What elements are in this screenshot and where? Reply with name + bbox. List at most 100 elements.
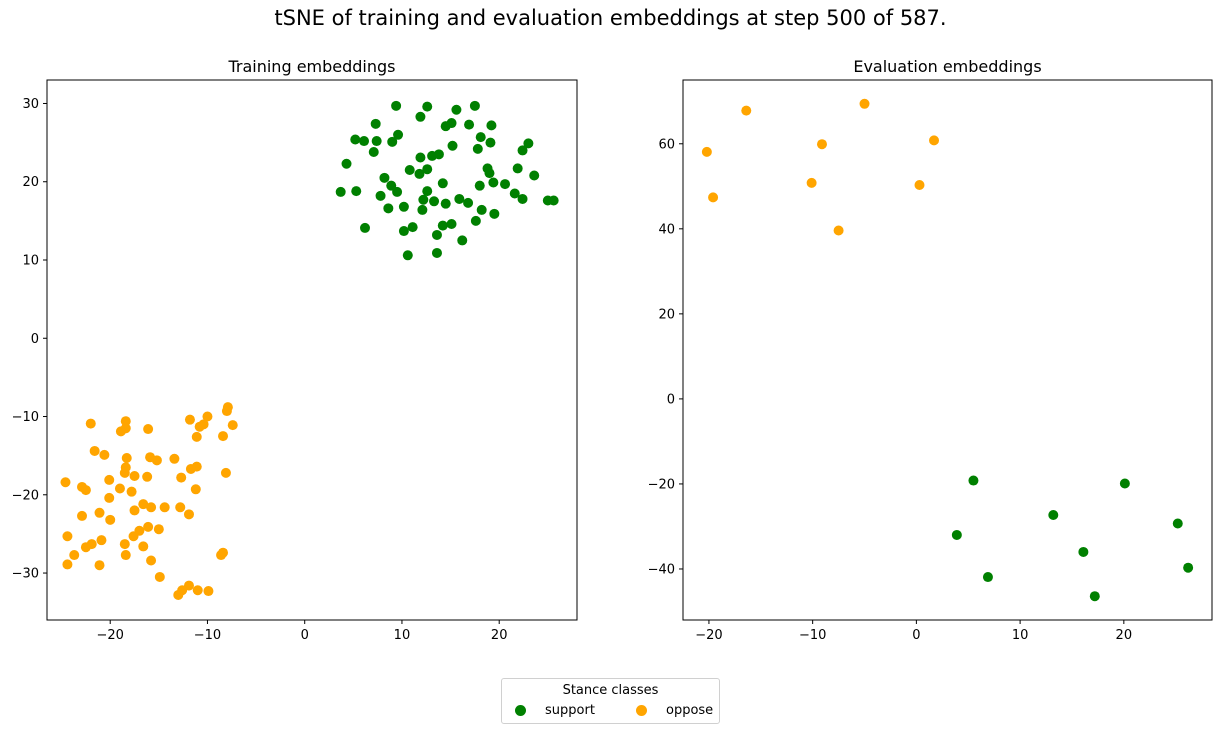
y-tick-label: 10 — [22, 254, 39, 269]
x-tick-label: 0 — [912, 628, 920, 643]
point-support — [393, 129, 404, 140]
training-embeddings-axes: Training embeddings −20 −10 0 10 20 −30 −20 −10 0… — [12, 57, 578, 643]
point-support — [529, 170, 540, 181]
point-oppose — [184, 414, 195, 425]
point-support — [431, 247, 442, 258]
point-support — [422, 164, 433, 175]
point-support — [517, 145, 528, 156]
evaluation-embeddings-axes: Evaluation embeddings −20 −10 0 10 20 −40 −20 0 2… — [648, 57, 1213, 643]
point-support — [1172, 518, 1183, 529]
axes-title: Training embeddings — [227, 57, 395, 76]
point-oppose — [104, 474, 115, 485]
point-oppose — [120, 550, 131, 561]
point-support — [431, 229, 442, 240]
point-oppose — [153, 524, 164, 535]
point-support — [402, 250, 413, 261]
point-support — [548, 195, 559, 206]
x-tick-label: 10 — [394, 628, 411, 643]
point-support — [392, 186, 403, 197]
point-support — [414, 168, 425, 179]
point-oppose — [159, 502, 170, 513]
point-oppose — [741, 105, 752, 116]
point-support — [451, 104, 462, 115]
point-support — [447, 140, 458, 151]
point-support — [463, 197, 474, 208]
point-support — [951, 529, 962, 540]
point-oppose — [929, 135, 940, 146]
point-oppose — [176, 472, 187, 483]
point-support — [360, 222, 370, 233]
point-support — [341, 158, 352, 169]
point-support — [476, 204, 487, 215]
point-oppose — [185, 463, 196, 474]
point-support — [512, 163, 523, 174]
point-oppose — [833, 225, 844, 236]
point-oppose — [119, 467, 130, 478]
point-support — [422, 101, 433, 112]
legend-title: Stance classes — [562, 683, 659, 698]
point-support — [1078, 546, 1089, 557]
y-tick-label: −30 — [12, 567, 39, 582]
point-oppose — [806, 177, 817, 188]
point-support — [404, 165, 415, 175]
legend-entry-support: support — [515, 703, 595, 718]
point-support — [1089, 591, 1100, 602]
point-oppose — [173, 589, 184, 600]
axes-title: Evaluation embeddings — [853, 57, 1041, 76]
y-tick-label: 60 — [658, 137, 675, 152]
point-oppose — [99, 449, 110, 460]
point-oppose — [77, 510, 88, 521]
point-support — [1048, 509, 1059, 520]
point-oppose — [202, 411, 213, 422]
y-tick-label: −40 — [648, 562, 675, 577]
point-support — [469, 100, 480, 111]
point-support — [1119, 478, 1130, 489]
point-oppose — [126, 486, 137, 497]
legend: Stance classes support oppose — [501, 678, 720, 724]
x-tick-label: −20 — [96, 628, 123, 643]
point-oppose — [175, 502, 186, 513]
point-oppose — [143, 424, 154, 435]
plots-svg: Training embeddings −20 −10 0 10 20 −30 −20 −10 0… — [12, 57, 1213, 643]
point-oppose — [142, 471, 153, 482]
point-support — [391, 100, 402, 111]
point-oppose — [194, 421, 205, 432]
point-support — [418, 194, 429, 205]
point-oppose — [128, 531, 139, 542]
point-oppose — [80, 542, 91, 553]
x-tick-label: 0 — [301, 628, 309, 643]
point-oppose — [94, 507, 105, 518]
point-oppose — [94, 560, 105, 571]
point-support — [968, 475, 979, 486]
point-support — [422, 186, 433, 197]
point-oppose — [60, 477, 71, 488]
point-oppose — [220, 467, 231, 478]
point-support — [387, 136, 398, 147]
point-support — [446, 219, 457, 229]
axes-frame — [682, 79, 1213, 621]
point-oppose — [104, 492, 115, 503]
figure-suptitle: tSNE of training and evaluation embeddin… — [274, 6, 947, 30]
point-support — [437, 220, 448, 231]
y-tick-label: −10 — [12, 410, 39, 425]
point-support — [464, 119, 475, 130]
point-oppose — [96, 535, 107, 546]
x-tick-label: 20 — [1116, 628, 1133, 643]
point-oppose — [62, 559, 73, 570]
point-support — [415, 152, 426, 163]
point-support — [485, 137, 496, 148]
point-support — [982, 572, 993, 583]
y-tick-label: 30 — [22, 97, 39, 112]
point-support — [351, 186, 362, 197]
point-support — [484, 168, 495, 179]
point-support — [398, 201, 409, 212]
y-tick-label: 0 — [667, 392, 675, 407]
y-tick-label: −20 — [12, 488, 39, 503]
x-tick-label: −10 — [799, 628, 826, 643]
point-support — [500, 179, 511, 190]
x-tick-label: −10 — [194, 628, 221, 643]
y-tick-label: 20 — [22, 175, 39, 190]
point-support — [335, 186, 346, 197]
axes-frame — [46, 79, 578, 621]
point-oppose — [105, 514, 116, 525]
